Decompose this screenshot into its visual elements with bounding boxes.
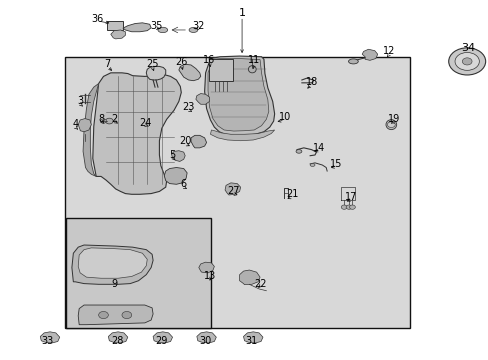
Polygon shape <box>72 245 153 284</box>
Bar <box>64 57 409 328</box>
Bar <box>65 217 211 328</box>
Circle shape <box>105 118 113 124</box>
Text: 22: 22 <box>253 279 266 289</box>
Text: 26: 26 <box>175 57 187 67</box>
Polygon shape <box>93 73 181 194</box>
Circle shape <box>122 311 131 319</box>
Text: 16: 16 <box>203 55 215 65</box>
Text: 24: 24 <box>139 118 152 128</box>
Text: 25: 25 <box>145 59 158 69</box>
Circle shape <box>349 205 355 209</box>
Polygon shape <box>164 167 187 184</box>
Polygon shape <box>40 332 60 343</box>
Polygon shape <box>191 135 206 148</box>
Polygon shape <box>207 59 268 131</box>
Circle shape <box>454 53 478 70</box>
Polygon shape <box>199 262 214 273</box>
Polygon shape <box>122 23 151 32</box>
Ellipse shape <box>158 27 167 33</box>
Text: 19: 19 <box>387 114 400 124</box>
Polygon shape <box>362 49 377 60</box>
Text: 31: 31 <box>245 337 257 346</box>
Polygon shape <box>78 248 147 278</box>
Text: 21: 21 <box>285 189 298 199</box>
Text: 23: 23 <box>182 103 194 112</box>
Text: 18: 18 <box>305 77 317 87</box>
Polygon shape <box>171 151 185 161</box>
Polygon shape <box>153 332 172 343</box>
Text: 7: 7 <box>104 59 110 69</box>
Text: 13: 13 <box>204 271 216 282</box>
Text: 2: 2 <box>111 113 117 123</box>
Text: 17: 17 <box>345 192 357 202</box>
Text: 6: 6 <box>180 179 186 189</box>
Text: 30: 30 <box>199 337 211 346</box>
Text: 15: 15 <box>329 159 342 169</box>
Ellipse shape <box>295 150 301 153</box>
Text: 10: 10 <box>278 112 290 122</box>
Text: 20: 20 <box>179 136 191 147</box>
Polygon shape <box>196 94 209 104</box>
Text: 9: 9 <box>111 279 117 289</box>
Bar <box>107 21 122 30</box>
Polygon shape <box>239 270 260 285</box>
Polygon shape <box>224 183 240 195</box>
Polygon shape <box>78 118 91 132</box>
Polygon shape <box>179 64 201 81</box>
Polygon shape <box>111 30 125 39</box>
Text: 36: 36 <box>91 14 103 23</box>
Circle shape <box>346 205 351 209</box>
Circle shape <box>386 122 394 127</box>
Text: 8: 8 <box>98 113 104 123</box>
Ellipse shape <box>309 163 314 166</box>
Text: 29: 29 <box>155 337 168 346</box>
Circle shape <box>99 311 108 319</box>
Text: 5: 5 <box>169 150 175 160</box>
Text: 14: 14 <box>312 143 325 153</box>
Text: 33: 33 <box>41 337 54 346</box>
Circle shape <box>448 48 485 75</box>
Polygon shape <box>146 66 165 80</box>
Text: 34: 34 <box>460 43 474 53</box>
Ellipse shape <box>385 120 396 130</box>
Text: 3: 3 <box>77 96 83 107</box>
Text: 1: 1 <box>238 8 245 18</box>
Text: 28: 28 <box>111 337 123 346</box>
Circle shape <box>101 119 106 123</box>
Polygon shape <box>210 130 274 141</box>
Polygon shape <box>108 332 127 343</box>
Text: 27: 27 <box>227 186 240 197</box>
Text: 12: 12 <box>383 46 395 57</box>
Ellipse shape <box>348 59 358 64</box>
Text: 11: 11 <box>247 55 260 65</box>
Text: 4: 4 <box>72 119 78 129</box>
Polygon shape <box>204 56 274 135</box>
Text: 35: 35 <box>150 21 163 31</box>
Circle shape <box>341 205 346 209</box>
Text: 32: 32 <box>192 21 204 31</box>
Circle shape <box>461 58 471 65</box>
Ellipse shape <box>189 27 198 32</box>
Polygon shape <box>78 305 153 325</box>
Ellipse shape <box>248 66 256 73</box>
Bar <box>209 59 232 81</box>
Polygon shape <box>197 332 216 343</box>
Polygon shape <box>83 84 99 176</box>
Polygon shape <box>243 332 263 343</box>
